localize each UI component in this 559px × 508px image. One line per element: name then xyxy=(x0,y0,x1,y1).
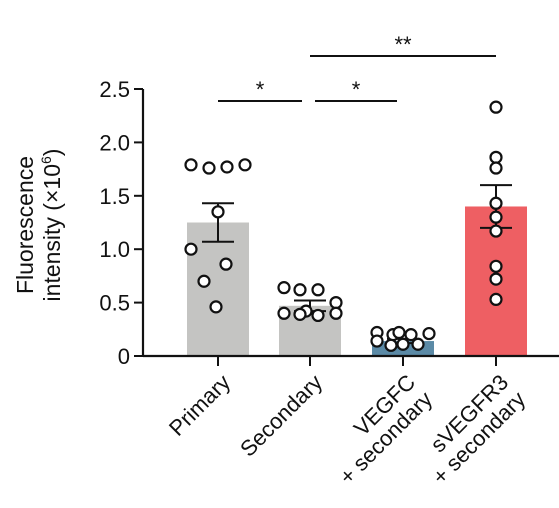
data-point-0-7 xyxy=(197,274,211,288)
significance-label-1: * xyxy=(352,77,361,102)
data-point-0-2 xyxy=(220,160,234,174)
data-point-2-7 xyxy=(396,337,410,351)
significance-label-0: * xyxy=(256,77,265,102)
y-tick-label-5: 2.5 xyxy=(99,77,130,102)
x-category-label-0: Primary xyxy=(164,370,235,441)
y-axis-title-exponent: 6 xyxy=(38,156,54,164)
data-point-3-3 xyxy=(489,196,503,210)
data-point-1-7 xyxy=(311,308,325,323)
y-axis-title: Fluorescence intensity (×106) xyxy=(12,149,65,302)
x-category-label-2: VEGFC+ secondary xyxy=(334,369,437,489)
data-point-0-3 xyxy=(238,158,252,172)
data-point-3-7 xyxy=(489,272,503,286)
data-point-0-0 xyxy=(184,158,198,172)
data-point-1-1 xyxy=(293,283,307,297)
bar-0 xyxy=(187,222,249,356)
x-category-label-0-line-0: Primary xyxy=(164,370,235,441)
data-point-2-6 xyxy=(411,337,425,351)
significance-label-2: ** xyxy=(394,32,412,57)
x-category-label-1-line-0: Secondary xyxy=(235,370,327,462)
data-point-2-3 xyxy=(422,326,436,341)
data-point-0-1 xyxy=(202,161,216,175)
data-point-3-8 xyxy=(489,292,503,306)
data-point-3-0 xyxy=(489,100,503,114)
data-point-1-6 xyxy=(293,307,307,321)
y-axis-title-close: ) xyxy=(39,149,65,157)
data-point-0-6 xyxy=(219,257,233,271)
y-axis-title-text: intensity (×10 xyxy=(39,164,65,301)
data-point-2-4 xyxy=(392,325,406,340)
y-tick-label-3: 1.5 xyxy=(99,184,130,209)
data-point-3-6 xyxy=(489,259,503,273)
y-tick-label-1: 0.5 xyxy=(99,291,130,316)
y-tick-label-0: 0 xyxy=(118,344,130,369)
data-point-3-1 xyxy=(489,150,503,164)
y-tick-label-4: 2.0 xyxy=(99,130,130,155)
data-point-2-2 xyxy=(404,328,418,342)
data-point-2-5 xyxy=(370,334,384,348)
data-point-3-2 xyxy=(489,161,503,175)
x-category-label-3: sVEGFR3+ secondary xyxy=(425,370,530,490)
data-point-1-5 xyxy=(277,306,291,320)
data-point-0-8 xyxy=(209,300,223,314)
data-point-1-3 xyxy=(329,296,343,310)
y-axis-title-line1: Fluorescence xyxy=(12,156,38,294)
data-point-2-8 xyxy=(384,338,398,352)
data-point-3-5 xyxy=(489,224,503,238)
data-point-1-8 xyxy=(329,306,343,320)
data-point-0-5 xyxy=(184,242,198,256)
data-point-1-2 xyxy=(311,283,325,297)
chart-marks: 00.51.01.52.02.5 * ***Primary Secondary VEGF… xyxy=(99,32,559,489)
data-point-3-4 xyxy=(489,210,503,224)
y-axis-title-line2: intensity (×106) xyxy=(38,149,65,302)
y-tick-label-2: 1.0 xyxy=(99,237,130,262)
data-point-1-0 xyxy=(277,281,291,295)
data-point-0-4 xyxy=(211,205,225,219)
x-category-label-1: Secondary xyxy=(235,370,327,462)
